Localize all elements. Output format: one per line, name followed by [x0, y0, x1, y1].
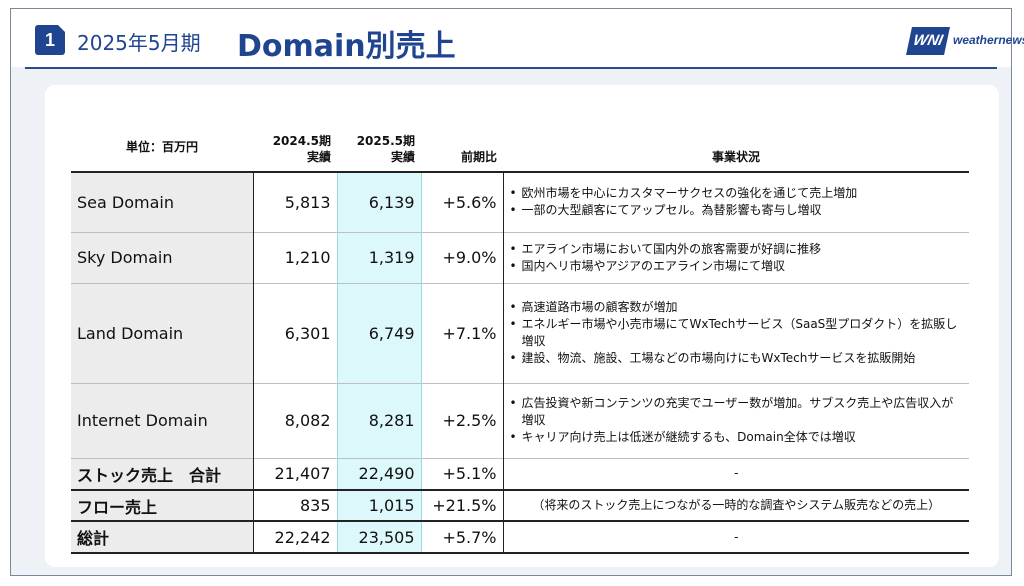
value-fy2025: 6,139 — [336, 171, 422, 232]
row-name: Internet Domain — [71, 382, 253, 458]
value-fy2024: 8,082 — [252, 382, 337, 458]
status-item: 広告投資や新コンテンツの充実でユーザー数が増加。サブスク売上や広告収入が増収 — [510, 395, 966, 429]
status-cell: 広告投資や新コンテンツの充実でユーザー数が増加。サブスク売上や広告収入が増収 キ… — [503, 382, 969, 458]
table-row-flow: フロー売上 835 1,015 +21.5% （将来のストック売上につながる一時… — [71, 489, 969, 521]
unit-label: 単位：百万円 — [125, 140, 198, 154]
value-fy2025: 6,749 — [336, 282, 422, 383]
fiscal-period: 2025年5月期 — [77, 31, 201, 55]
status-cell: （将来のストック売上につながる一時的な調査やシステム販売などの売上） — [503, 489, 969, 521]
value-fy2024: 6,301 — [252, 282, 337, 383]
value-fy2024: 1,210 — [252, 231, 337, 283]
domain-sales-table: 単位：百万円 2024.5期実績 2025.5期実績 前期比 事業状況 Sea … — [71, 115, 969, 554]
status-item: 欧州市場を中心にカスタマーサクセスの強化を通じて売上増加 — [510, 185, 966, 202]
status-item: 一部の大型顧客にてアップセル。為替影響も寄与し増収 — [510, 202, 966, 219]
row-name: フロー売上 — [71, 489, 253, 521]
status-item: エアライン市場において国内外の旅客需要が好調に推移 — [510, 241, 966, 258]
table-row-land: Land Domain 6,301 6,749 +7.1% 高速道路市場の顧客数… — [71, 282, 969, 383]
value-fy2025: 23,505 — [336, 520, 422, 554]
header-divider — [25, 67, 997, 69]
value-yoy: +2.5% — [421, 382, 504, 458]
status-text: - — [734, 529, 739, 544]
col-header-fy2024: 2024.5期実績 — [253, 115, 337, 172]
value-fy2025: 8,281 — [336, 382, 422, 458]
row-name: Sea Domain — [71, 171, 253, 232]
table-row-stock-total: ストック売上 合計 21,407 22,490 +5.1% - — [71, 457, 969, 490]
table-row-grand-total: 総計 22,242 23,505 +5.7% - — [71, 520, 969, 554]
value-yoy: +5.6% — [421, 171, 504, 232]
row-name: 総計 — [71, 520, 253, 554]
status-item: キャリア向け売上は低迷が継続するも、Domain全体では増収 — [510, 429, 966, 446]
value-fy2025: 22,490 — [336, 457, 422, 490]
row-name: Land Domain — [71, 282, 253, 383]
col-header-fy2024-line2: 実績 — [306, 150, 331, 164]
status-text: （将来のストック売上につながる一時的な調査やシステム販売などの売上） — [532, 498, 941, 512]
status-item: 国内ヘリ市場やアジアのエアライン市場にて増収 — [510, 258, 966, 275]
value-yoy: +5.1% — [421, 457, 504, 490]
value-fy2025: 1,015 — [336, 489, 422, 521]
row-name: Sky Domain — [71, 231, 253, 283]
status-item: 高速道路市場の顧客数が増加 — [510, 299, 966, 316]
table-header-row: 単位：百万円 2024.5期実績 2025.5期実績 前期比 事業状況 — [71, 115, 969, 172]
status-text: - — [734, 466, 739, 481]
value-fy2024: 22,242 — [252, 520, 337, 554]
section-number: 1 — [44, 30, 55, 50]
badge-corner — [57, 24, 66, 33]
content-card: 単位：百万円 2024.5期実績 2025.5期実績 前期比 事業状況 Sea … — [45, 85, 999, 567]
row-name: ストック売上 合計 — [71, 457, 253, 490]
status-cell: 欧州市場を中心にカスタマーサクセスの強化を通じて売上増加 一部の大型顧客にてアッ… — [503, 171, 969, 232]
value-yoy: +5.7% — [421, 520, 504, 554]
col-header-fy2025: 2025.5期実績 — [337, 115, 421, 172]
page-title: Domain別売上 — [237, 29, 456, 64]
value-yoy: +21.5% — [421, 489, 504, 521]
status-item: エネルギー市場や小売市場にてWxTechサービス（SaaS型プロダクト）を拡販し… — [510, 316, 966, 350]
col-header-fy2025-line1: 2025.5期 — [356, 134, 415, 148]
col-header-yoy: 前期比 — [460, 150, 497, 164]
value-yoy: +9.0% — [421, 231, 504, 283]
value-yoy: +7.1% — [421, 282, 504, 383]
status-cell: エアライン市場において国内外の旅客需要が好調に推移 国内ヘリ市場やアジアのエアラ… — [503, 231, 969, 283]
col-header-fy2024-line1: 2024.5期 — [272, 134, 331, 148]
section-number-badge: 1 — [35, 24, 66, 55]
status-cell: - — [503, 457, 969, 490]
value-fy2024: 835 — [252, 489, 337, 521]
value-fy2024: 21,407 — [252, 457, 337, 490]
table-row-sea: Sea Domain 5,813 6,139 +5.6% 欧州市場を中心にカスタ… — [71, 171, 969, 232]
col-header-fy2025-line2: 実績 — [390, 150, 415, 164]
status-cell: 高速道路市場の顧客数が増加 エネルギー市場や小売市場にてWxTechサービス（S… — [503, 282, 969, 383]
slide-header: 1 2025年5月期 Domain別売上 WNI weathernews — [11, 9, 1024, 67]
value-fy2025: 1,319 — [336, 231, 422, 283]
status-item: 建設、物流、施設、工場などの市場向けにもWxTechサービスを拡販開始 — [510, 350, 966, 367]
table-row-internet: Internet Domain 8,082 8,281 +2.5% 広告投資や新… — [71, 382, 969, 458]
logo-text: weathernews — [953, 33, 1024, 47]
value-fy2024: 5,813 — [252, 171, 337, 232]
slide-frame: 1 2025年5月期 Domain別売上 WNI weathernews 単位：… — [10, 8, 1024, 576]
col-header-status: 事業状況 — [711, 150, 760, 164]
status-cell: - — [503, 520, 969, 554]
table-row-sky: Sky Domain 1,210 1,319 +9.0% エアライン市場において… — [71, 231, 969, 283]
logo-mark-icon: WNI — [906, 27, 950, 55]
